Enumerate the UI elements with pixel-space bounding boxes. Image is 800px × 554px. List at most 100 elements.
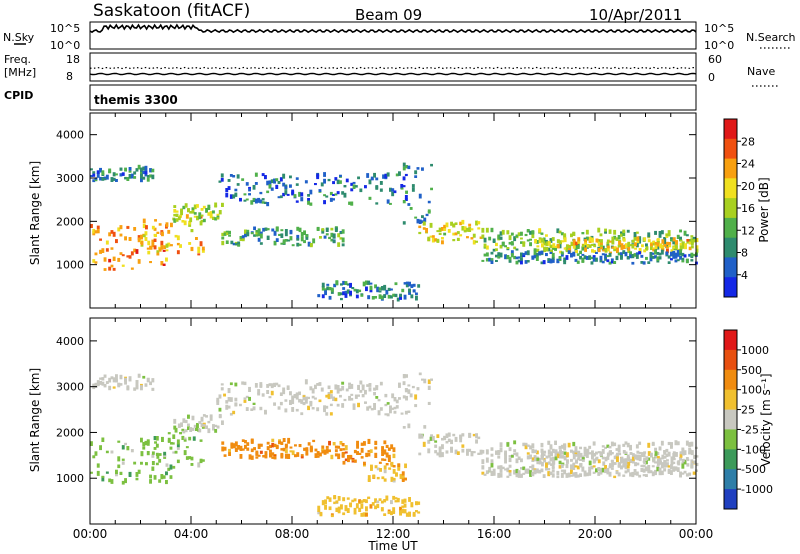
data-cell <box>153 447 157 450</box>
data-cell <box>468 223 472 227</box>
data-cell <box>121 264 125 267</box>
data-cell <box>674 259 678 263</box>
data-cell <box>140 437 143 443</box>
data-cell <box>490 447 494 451</box>
data-cell <box>273 455 277 460</box>
data-cell <box>342 460 346 465</box>
data-cell <box>609 450 612 456</box>
data-cell <box>356 451 359 455</box>
data-cell <box>367 295 371 300</box>
data-cell <box>636 236 640 241</box>
data-cell <box>221 236 225 240</box>
data-cell <box>335 500 339 504</box>
data-cell <box>153 227 157 231</box>
data-cell <box>344 290 348 295</box>
data-cell <box>631 261 635 265</box>
data-cell <box>618 241 622 245</box>
data-cell <box>221 202 224 207</box>
data-cell <box>358 289 362 293</box>
data-cell <box>275 226 279 231</box>
data-cell <box>105 450 109 454</box>
data-cell <box>404 388 408 391</box>
data-cell <box>501 466 505 470</box>
data-cell <box>425 228 428 233</box>
data-cell <box>364 389 367 395</box>
data-cell <box>417 501 421 505</box>
data-cell <box>246 442 250 446</box>
data-cell <box>588 473 592 476</box>
data-cell <box>153 238 157 242</box>
data-cell <box>389 189 392 192</box>
data-cell <box>383 499 387 503</box>
data-cell <box>348 382 351 386</box>
data-cell <box>124 236 127 241</box>
data-cell <box>176 250 180 255</box>
data-cell <box>161 436 164 442</box>
data-cell <box>128 378 132 382</box>
data-cell <box>321 286 325 291</box>
data-cell <box>318 399 322 403</box>
data-cell <box>488 257 492 262</box>
data-cell <box>175 218 179 222</box>
data-cell <box>319 511 323 515</box>
data-cell <box>540 442 544 448</box>
data-cell <box>165 249 169 252</box>
data-cell <box>374 284 377 289</box>
data-cell <box>252 197 256 201</box>
data-cell <box>334 453 338 457</box>
data-cell <box>174 450 178 454</box>
data-cell <box>200 219 204 223</box>
data-cell <box>576 474 580 478</box>
data-cell <box>112 256 116 261</box>
data-cell <box>239 454 243 459</box>
data-cell <box>200 208 204 211</box>
data-cell <box>339 388 342 392</box>
data-cell <box>390 500 393 505</box>
data-cell <box>540 261 544 265</box>
data-cell <box>316 455 320 458</box>
data-cell <box>412 511 416 517</box>
data-cell <box>234 382 238 387</box>
data-cell <box>513 470 517 474</box>
data-cell <box>180 422 183 427</box>
data-cell <box>332 198 335 201</box>
data-cell <box>681 243 685 248</box>
data-cell <box>335 280 339 286</box>
data-cell <box>271 452 275 456</box>
data-cell <box>374 446 378 450</box>
data-cell <box>375 385 379 391</box>
data-cell <box>262 227 266 232</box>
data-cell <box>590 256 594 259</box>
data-cell <box>626 256 630 260</box>
data-cell <box>531 459 535 462</box>
colorbar-swatch <box>724 449 737 470</box>
data-cell <box>319 236 322 239</box>
data-cell <box>399 295 402 300</box>
data-cell <box>672 461 676 464</box>
data-cell <box>279 195 283 199</box>
data-cell <box>409 393 413 398</box>
data-cell <box>624 458 628 463</box>
data-cell <box>468 227 472 232</box>
data-cell <box>617 235 621 240</box>
data-cell <box>360 293 364 296</box>
data-cell <box>517 456 521 460</box>
data-cell <box>672 241 676 245</box>
data-cell <box>369 282 373 285</box>
data-cell <box>393 410 397 414</box>
data-cell <box>357 384 360 390</box>
data-cell <box>142 176 146 180</box>
data-cell <box>365 506 368 512</box>
data-cell <box>568 245 572 249</box>
data-cell <box>692 236 696 240</box>
data-cell <box>244 444 247 449</box>
data-cell <box>393 397 397 402</box>
data-cell <box>633 253 637 257</box>
data-cell <box>572 253 576 257</box>
velocity-ylabel: Slant Range [km] <box>28 368 42 472</box>
data-cell <box>328 440 331 446</box>
data-cell <box>336 385 340 391</box>
data-cell <box>575 460 578 463</box>
data-cell <box>652 247 656 251</box>
